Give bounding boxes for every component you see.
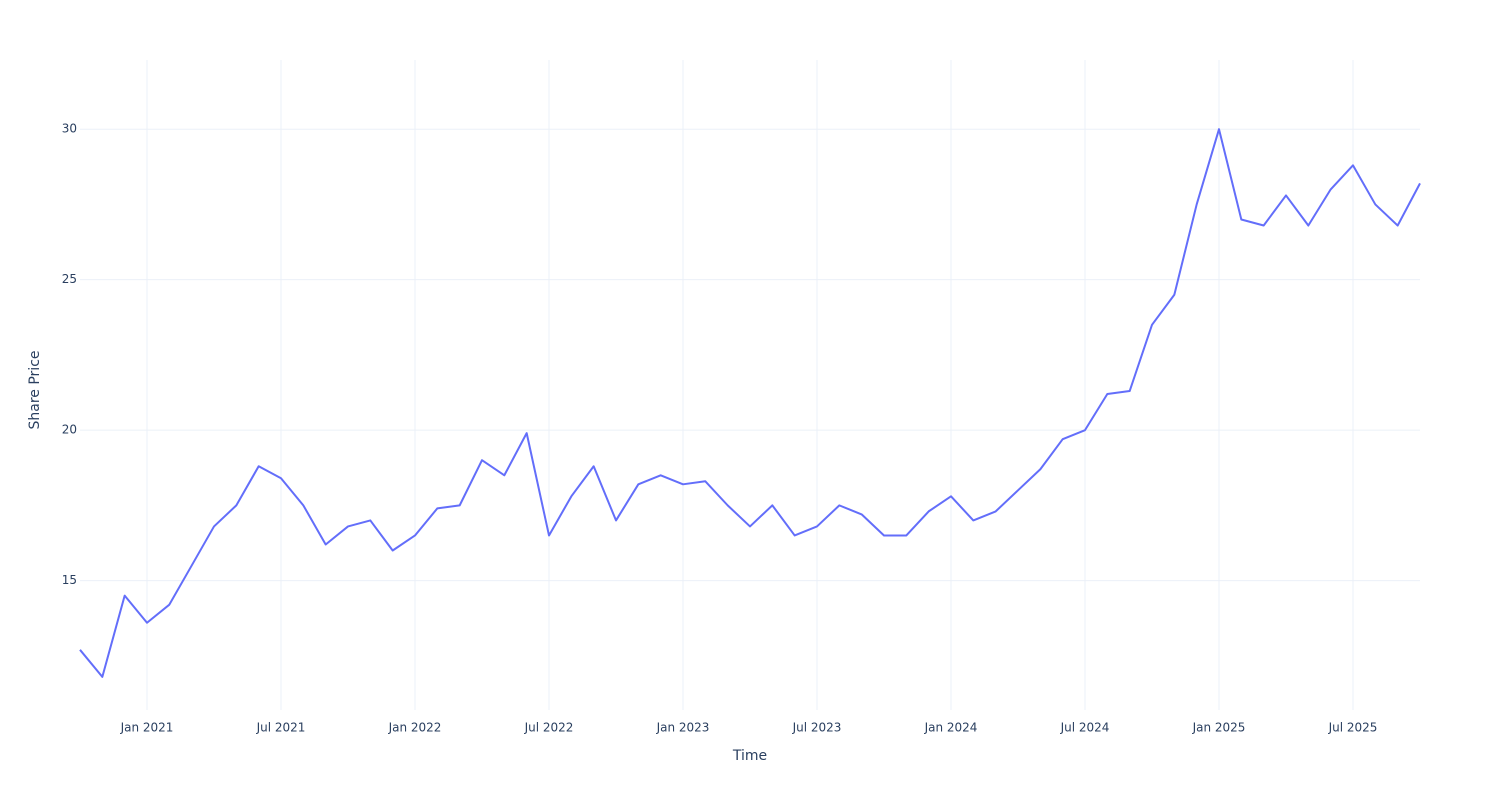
y-axis-title: Share Price	[27, 350, 43, 429]
x-tick-label: Jan 2022	[388, 721, 442, 735]
x-tick-label: Jul 2025	[1328, 721, 1378, 735]
x-tick-label: Jan 2024	[924, 721, 978, 735]
line-series	[79, 128, 1421, 678]
grid	[80, 60, 1420, 710]
x-tick-label: Jul 2023	[792, 721, 842, 735]
x-tick-label: Jan 2023	[656, 721, 710, 735]
y-tick-label: 25	[62, 272, 77, 286]
x-tick-label: Jul 2024	[1060, 721, 1110, 735]
x-axis-title: Time	[732, 748, 767, 764]
x-tick-label: Jul 2021	[256, 721, 306, 735]
x-tick-label: Jan 2025	[1192, 721, 1246, 735]
y-tick-label: 20	[62, 423, 77, 437]
y-tick-label: 30	[62, 122, 77, 136]
x-tick-label: Jan 2021	[120, 721, 174, 735]
y-tick-label: 15	[62, 573, 77, 587]
x-tick-label: Jul 2022	[524, 721, 574, 735]
